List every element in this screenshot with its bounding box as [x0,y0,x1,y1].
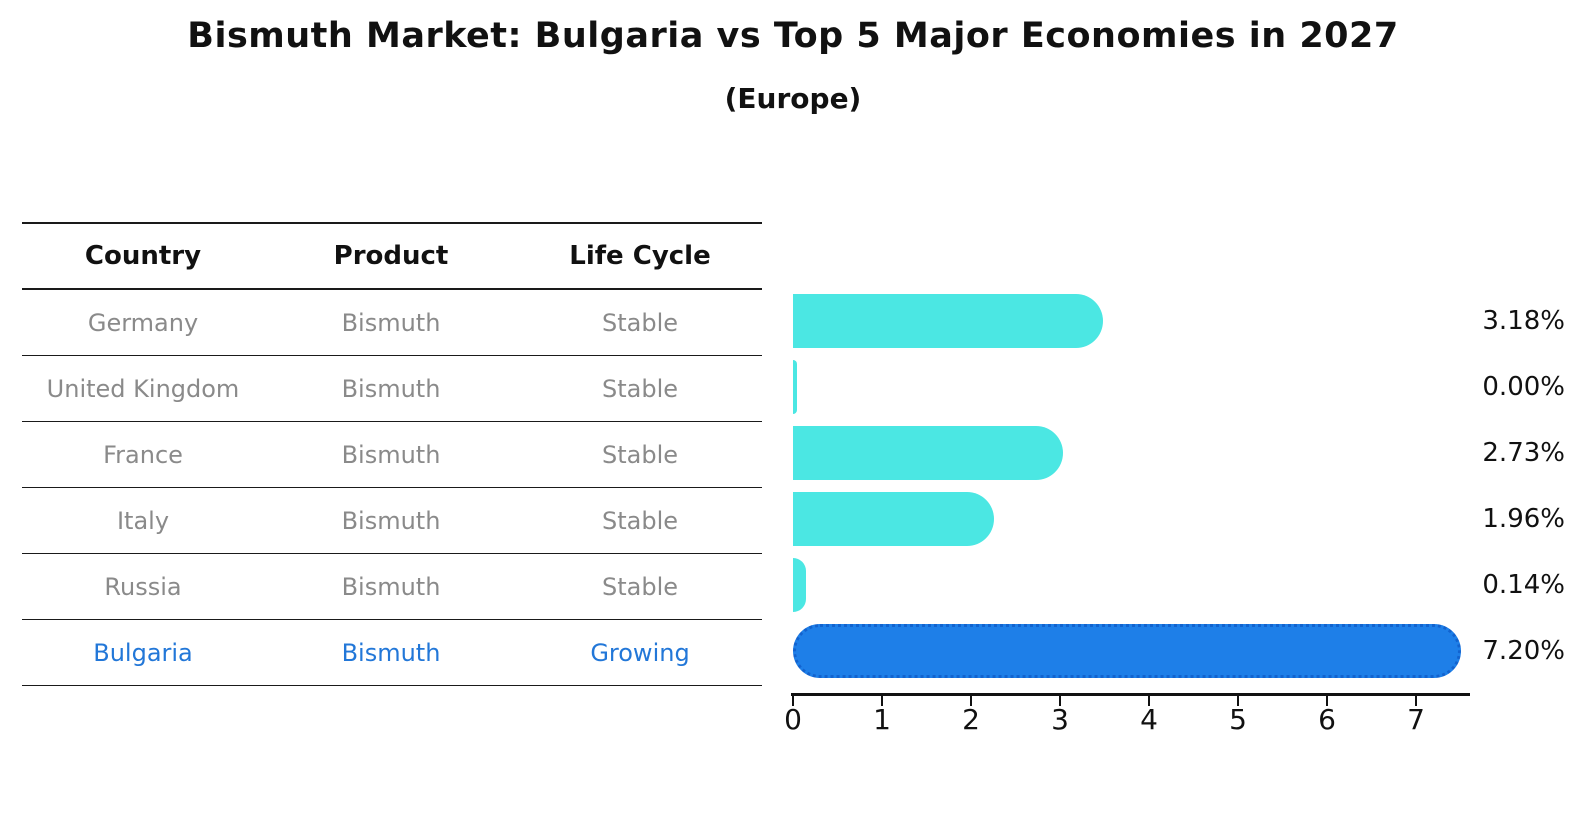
table-row-united-kingdom: United Kingdom Bismuth Stable [22,356,762,422]
x-axis-tick [1237,695,1239,706]
x-axis-tick-label: 1 [873,703,891,736]
x-axis-tick [1059,695,1061,706]
country-table: Country Product Life Cycle Germany Bismut… [22,222,762,686]
country-cell: United Kingdom [46,374,240,403]
table-row-bulgaria: Bulgaria Bismuth Growing [22,620,762,686]
x-axis-tick [792,695,794,706]
x-axis-tick-label: 4 [1140,703,1158,736]
country-cell: Russia [104,572,182,601]
x-axis-tick [881,695,883,706]
product-cell: Bismuth [341,506,441,535]
country-cell: Bulgaria [93,638,193,667]
x-axis-tick-label: 2 [962,703,980,736]
life-cycle-cell: Stable [601,440,679,469]
table-row-germany: Germany Bismuth Stable [22,290,762,356]
life-cycle-cell: Stable [601,506,679,535]
life-cycle-cell: Stable [601,308,679,337]
chart-subtitle: (Europe) [724,82,862,115]
bar-france [793,426,1063,480]
x-axis-tick [1415,695,1417,706]
bar-russia [793,558,806,612]
value-label-united-kingdom: 0.00% [1482,372,1565,402]
value-label-germany: 3.18% [1482,306,1565,336]
table-row-russia: Russia Bismuth Stable [22,554,762,620]
bar-bulgaria [793,624,1461,678]
x-axis-tick [1148,695,1150,706]
value-label-russia: 0.14% [1482,570,1565,600]
column-header-product: Product [333,241,449,271]
product-cell: Bismuth [341,374,441,403]
table-body: Germany Bismuth Stable United Kingdom Bismut… [22,290,762,686]
x-axis-tick-label: 6 [1318,703,1336,736]
column-header-country: Country [84,241,202,271]
product-cell: Bismuth [341,572,441,601]
life-cycle-cell: Growing [590,638,690,667]
x-axis-tick-label: 5 [1229,703,1247,736]
country-cell: Italy [116,506,170,535]
table-row-italy: Italy Bismuth Stable [22,488,762,554]
product-cell: Bismuth [341,638,441,667]
life-cycle-cell: Stable [601,572,679,601]
product-cell: Bismuth [341,308,441,337]
product-cell: Bismuth [341,440,441,469]
country-cell: Germany [87,308,199,337]
x-axis [791,693,1470,696]
column-header-lifecycle: Life Cycle [569,241,711,271]
table-row-france: France Bismuth Stable [22,422,762,488]
x-axis-tick [970,695,972,706]
x-axis-tick-label: 7 [1407,703,1425,736]
x-axis-tick-label: 0 [784,703,802,736]
x-axis-tick [1326,695,1328,706]
bar-germany [793,294,1103,348]
x-axis-tick-label: 3 [1051,703,1069,736]
bar-united-kingdom [793,360,797,414]
chart-title: Bismuth Market: Bulgaria vs Top 5 Major … [187,16,1399,56]
value-label-france: 2.73% [1482,438,1565,468]
table-header-row: Country Product Life Cycle [22,224,762,290]
bar-italy [793,492,995,546]
life-cycle-cell: Stable [601,374,679,403]
value-label-italy: 1.96% [1482,504,1565,534]
value-label-bulgaria: 7.20% [1482,636,1565,666]
country-cell: France [103,440,183,469]
